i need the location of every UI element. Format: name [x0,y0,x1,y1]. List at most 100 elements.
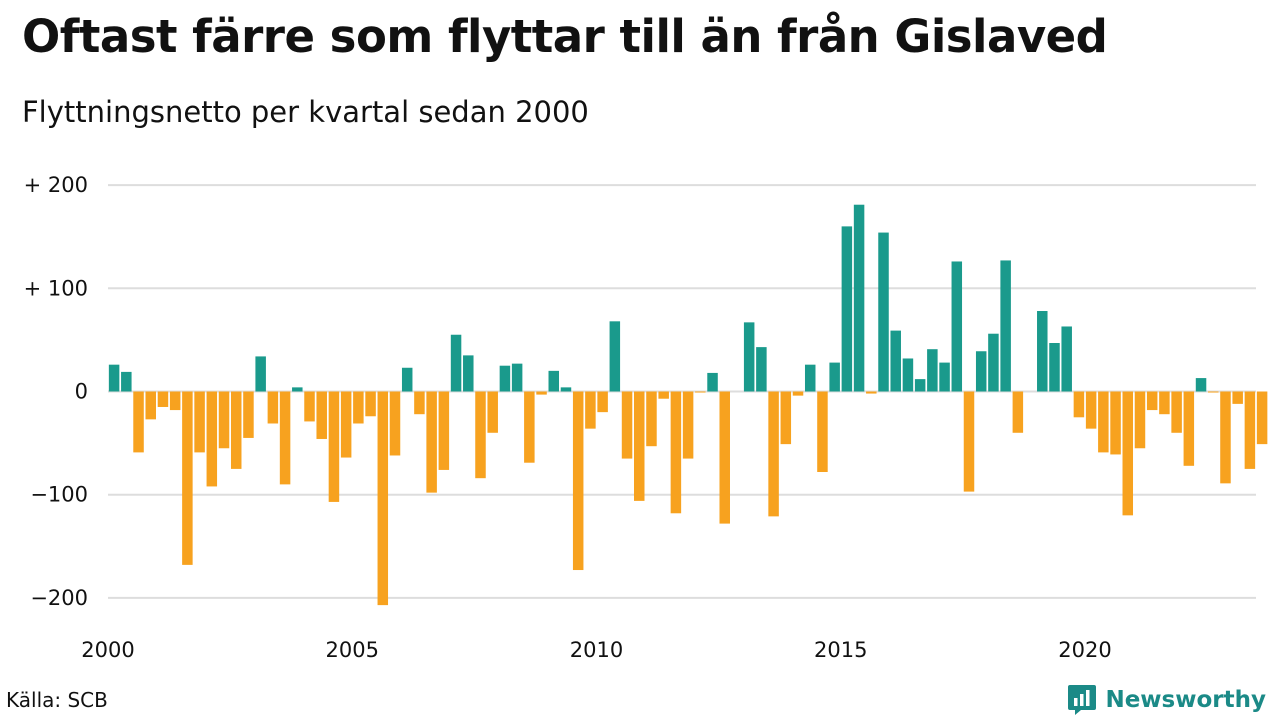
bar [829,362,840,392]
bar [634,391,645,501]
bar [1049,343,1060,392]
bar [951,261,963,392]
bar [658,391,669,399]
bar [365,391,376,417]
bar [389,391,401,456]
bar [585,391,596,429]
bar [1195,378,1207,392]
x-tick-label: 2005 [326,638,379,662]
y-tick-label: −200 [30,586,88,610]
newsworthy-logo-icon [1068,685,1097,715]
bar [499,365,511,392]
bar [963,391,975,492]
chart-title: Oftast färre som flyttar till än från Gi… [22,10,1108,63]
bar [1037,311,1048,392]
y-axis-labels: + 200 + 100 0 −100 −200 [24,173,88,610]
bar [1244,391,1256,469]
bar [1122,391,1134,516]
bar [866,391,877,394]
bar [218,391,230,449]
x-tick-label: 2015 [814,638,867,662]
bar [328,391,340,502]
y-tick-label: 0 [75,380,88,404]
bar [1183,391,1195,466]
bar [1134,391,1146,449]
chart-subtitle: Flyttningsnetto per kvartal sedan 2000 [22,95,589,129]
bar [1256,391,1268,445]
bar [304,391,315,422]
bar [1110,391,1121,455]
bar [988,333,999,392]
bar [1220,391,1231,484]
bar [157,391,169,407]
bar [182,391,193,565]
bar [353,391,364,424]
bar [621,391,633,459]
bar [939,362,950,392]
bar [292,387,303,392]
bar [243,391,254,438]
bar [401,367,413,392]
bar [792,391,804,396]
y-tick-label: −100 [30,483,88,507]
bar [316,391,327,439]
bar [890,330,901,392]
bar [572,391,584,571]
bar [414,391,425,415]
bar [853,204,865,392]
bar [1073,391,1085,418]
bar [560,387,572,392]
x-tick-label: 2000 [81,638,134,662]
bar [426,391,437,493]
bar [121,371,132,392]
bar [975,351,987,392]
x-tick-label: 2020 [1058,638,1111,662]
bar [682,391,694,459]
bar [1061,326,1072,392]
newsworthy-logo-text: Newsworthy [1105,687,1266,713]
bar [169,391,181,411]
bar [670,391,682,514]
bar [914,379,926,392]
bar [1232,391,1243,404]
bar [377,391,389,606]
bars [108,204,1268,606]
bar [841,226,853,392]
bar [804,364,816,392]
bar [267,391,279,424]
x-axis-labels: 2000 2005 2010 2015 2020 [81,638,1111,662]
bar [927,349,938,392]
bar [524,391,535,463]
bar [817,391,828,472]
bar [695,391,706,393]
bar [878,232,889,392]
bar [780,391,792,445]
bar [1000,260,1011,392]
bar [597,391,608,413]
bar [438,391,450,470]
bar [609,321,621,392]
bar [194,391,205,453]
bar [340,391,352,458]
bar [108,364,120,392]
bar [475,391,486,479]
bar [1085,391,1097,429]
bar [1012,391,1024,433]
bar [1098,391,1109,453]
bar [536,391,547,395]
bar [768,391,779,517]
x-tick-label: 2010 [570,638,623,662]
bar [707,372,718,392]
bar [902,358,914,392]
bar [206,391,218,487]
bar [1171,391,1182,433]
bar [548,370,560,392]
newsworthy-logo: Newsworthy [1067,683,1266,717]
bar [719,391,730,524]
bar [145,391,156,420]
y-tick-label: + 200 [24,173,88,197]
bar [463,355,474,392]
bar [646,391,657,447]
y-tick-label: + 100 [24,276,88,300]
